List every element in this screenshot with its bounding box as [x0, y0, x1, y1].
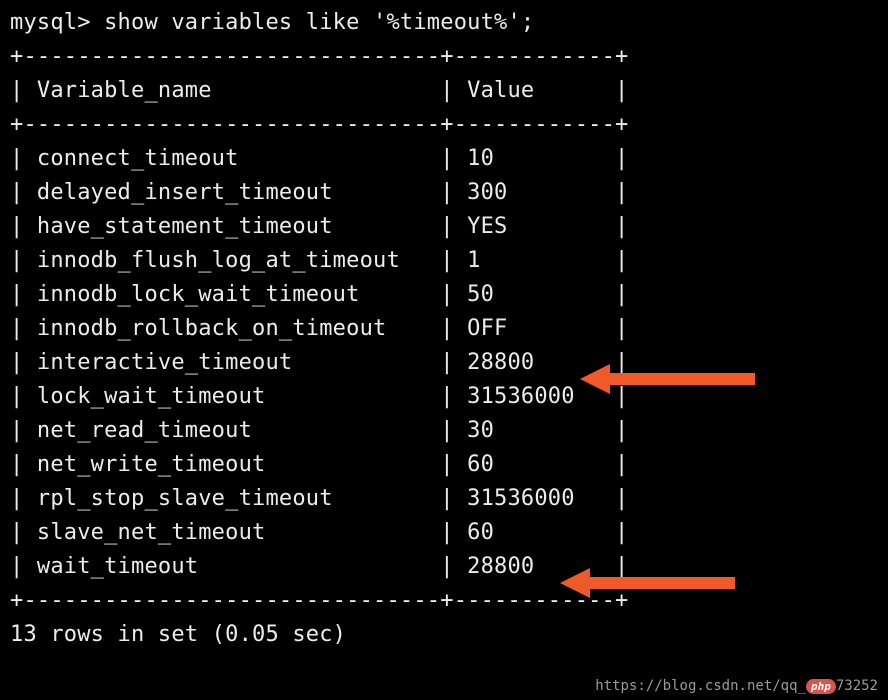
watermark: https://blog.csdn.net/qq_php73252 [595, 678, 878, 694]
watermark-badge: php [806, 679, 836, 694]
watermark-suffix: 73252 [836, 678, 878, 694]
terminal-output: mysql> show variables like '%timeout%'; … [0, 0, 888, 658]
watermark-prefix: https://blog.csdn.net/qq_ [595, 678, 806, 694]
